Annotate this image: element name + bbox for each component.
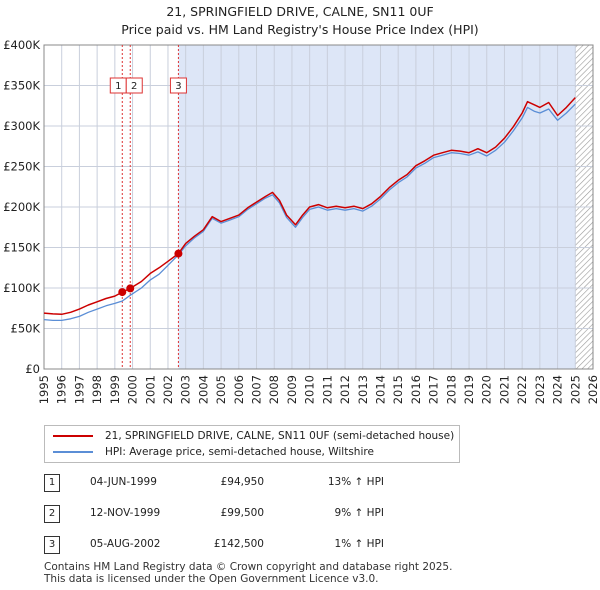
legend-label-property: 21, SPRINGFIELD DRIVE, CALNE, SN11 0UF (… <box>105 430 455 442</box>
footer-copyright: Contains HM Land Registry data © Crown c… <box>44 561 453 573</box>
hpi-line <box>43 103 576 322</box>
x-tick-label: 2001 <box>143 375 157 404</box>
sale-label-box <box>169 77 187 94</box>
transaction-hpi: 1% ↑ HPI <box>334 538 384 550</box>
y-tick-label: £300K <box>3 119 40 133</box>
legend-swatch-hpi <box>53 451 93 453</box>
sale-point <box>118 288 127 297</box>
sale-label: 2 <box>131 81 137 92</box>
x-tick-label: 1999 <box>108 375 122 404</box>
x-tick-label: 2014 <box>373 375 387 404</box>
x-tick-label: 2003 <box>179 375 193 404</box>
transaction-number: 3 <box>44 536 60 554</box>
transaction-number: 1 <box>44 474 60 492</box>
transaction-date: 04-JUN-1999 <box>90 476 157 488</box>
x-tick-label: 2010 <box>303 375 317 404</box>
x-tick-label: 2026 <box>586 375 600 404</box>
x-tick-label: 2017 <box>427 375 441 404</box>
x-tick-label: 2024 <box>551 375 565 404</box>
y-tick-label: £100K <box>3 281 40 295</box>
plot-border <box>43 44 594 370</box>
transaction-number: 2 <box>44 505 60 523</box>
x-tick-label: 2025 <box>568 375 582 404</box>
property-price-line <box>43 97 576 316</box>
x-tick-label: 2020 <box>480 375 494 404</box>
price-chart: £0 £50K £100K £150K £200K £250K £300K £350K £400… <box>3 38 600 404</box>
transaction-hpi: 9% ↑ HPI <box>334 507 384 519</box>
transaction-date: 05-AUG-2002 <box>90 538 161 550</box>
x-tick-label: 2019 <box>462 375 476 404</box>
x-tick-label: 2007 <box>250 375 264 404</box>
y-tick-label: £350K <box>3 79 40 93</box>
legend-swatch-property <box>53 435 93 437</box>
x-tick-label: 2009 <box>285 375 299 404</box>
transaction-price: £99,500 <box>220 507 264 519</box>
y-tick-label: £250K <box>3 160 40 174</box>
x-tick-label: 2004 <box>196 375 210 404</box>
x-tick-label: 2021 <box>497 375 511 404</box>
legend: 21, SPRINGFIELD DRIVE, CALNE, SN11 0UF (… <box>44 425 460 463</box>
sale-label-box <box>125 77 143 94</box>
legend-label-hpi: HPI: Average price, semi-detached house,… <box>105 446 374 458</box>
x-tick-label: 1996 <box>55 375 69 404</box>
x-tick-label: 2022 <box>515 375 529 404</box>
sale-point <box>126 284 135 293</box>
x-tick-label: 2005 <box>214 375 228 404</box>
y-tick-label: £200K <box>3 200 40 214</box>
footer-licence: This data is licensed under the Open Gov… <box>44 573 379 585</box>
chart-title: 21, SPRINGFIELD DRIVE, CALNE, SN11 0UF <box>166 4 434 19</box>
sale-point <box>174 249 183 258</box>
x-tick-label: 2008 <box>267 375 281 404</box>
x-tick-label: 2023 <box>533 375 547 404</box>
x-tick-label: 2013 <box>356 375 370 404</box>
x-tick-label: 2000 <box>126 375 140 404</box>
x-tick-label: 2002 <box>161 375 175 404</box>
x-tick-label: 2011 <box>320 375 334 404</box>
x-tick-label: 2016 <box>409 375 423 404</box>
y-tick-label: £50K <box>11 322 41 336</box>
y-tick-label: £0 <box>25 362 40 376</box>
x-tick-label: 2012 <box>338 375 352 404</box>
transaction-price: £142,500 <box>213 538 264 550</box>
transaction-hpi: 13% ↑ HPI <box>327 476 384 488</box>
y-tick-label: £400K <box>3 38 40 52</box>
chart-subtitle: Price paid vs. HM Land Registry's House … <box>121 22 479 37</box>
legend-item-hpi: HPI: Average price, semi-detached house,… <box>53 444 374 460</box>
x-tick-label: 2006 <box>232 375 246 404</box>
x-tick-label: 1995 <box>37 375 51 404</box>
transaction-date: 12-NOV-1999 <box>90 507 161 519</box>
x-tick-label: 1997 <box>72 375 86 404</box>
sale-label: 1 <box>115 81 121 92</box>
x-tick-label: 2015 <box>391 375 405 404</box>
legend-item-property: 21, SPRINGFIELD DRIVE, CALNE, SN11 0UF (… <box>53 428 454 444</box>
sale-label: 3 <box>175 81 181 92</box>
y-tick-label: £150K <box>3 241 40 255</box>
x-tick-label: 2018 <box>444 375 458 404</box>
transaction-price: £94,950 <box>220 476 264 488</box>
x-tick-label: 1998 <box>90 375 104 404</box>
